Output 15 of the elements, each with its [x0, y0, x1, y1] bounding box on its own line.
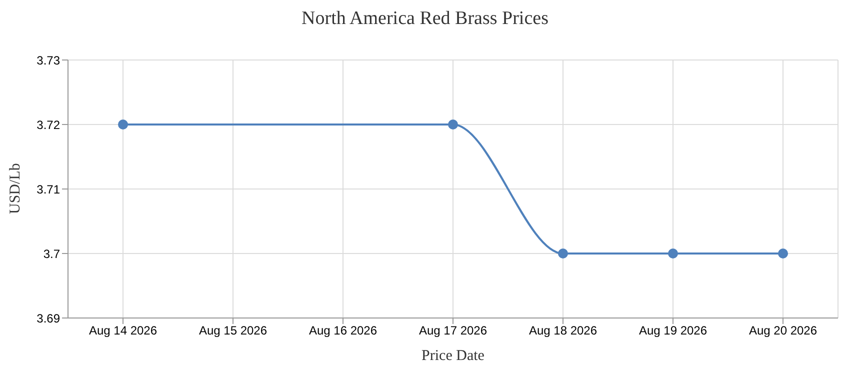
x-tick-label: Aug 19 2026: [638, 324, 708, 338]
x-tick-label: Aug 14 2026: [88, 324, 158, 338]
x-tick-label: Aug 17 2026: [418, 324, 488, 338]
y-tick-label: 3.73: [36, 53, 60, 68]
x-tick-label: Aug 20 2026: [748, 324, 818, 338]
x-tick-label: Aug 16 2026: [308, 324, 378, 338]
chart-title: North America Red Brass Prices: [300, 8, 550, 30]
x-tick-label: Aug 18 2026: [528, 324, 598, 338]
y-tick-label: 3.69: [36, 311, 60, 326]
y-axis-title: USD/Lb: [7, 163, 24, 214]
y-tick-label: 3.7: [43, 246, 60, 261]
y-tick-label: 3.71: [36, 182, 60, 196]
x-axis-title: Price Date: [422, 348, 485, 364]
x-tick-label: Aug 15 2026: [198, 324, 268, 338]
y-tick-label: 3.72: [36, 118, 60, 132]
